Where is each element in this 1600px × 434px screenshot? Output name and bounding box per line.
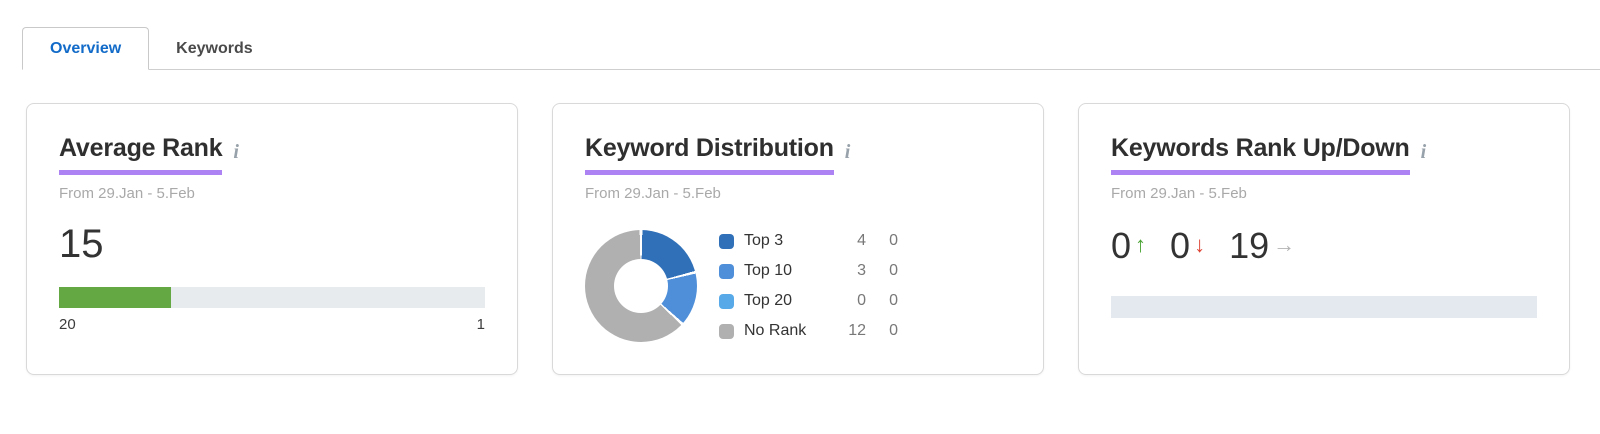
scale-start-label: 20 (59, 316, 76, 333)
tab-overview[interactable]: Overview (22, 27, 150, 70)
legend-change-value: 0 (889, 292, 898, 309)
keyword-distribution-legend: Top 3 4 0 Top 10 3 0 Top 20 0 0 No Rank 12 0 (719, 226, 898, 346)
legend-item-top-10[interactable]: Top 10 3 0 (719, 256, 898, 286)
stat-value: 19 (1229, 225, 1270, 266)
legend-value: 12 (848, 322, 866, 339)
info-icon[interactable]: i (844, 141, 851, 163)
stat-rank-up: 0 ↑ (1111, 228, 1146, 264)
average-rank-bar-track (59, 287, 485, 308)
rank-change-stats: 0 ↑ 0 ↓ 19 → (1111, 228, 1537, 264)
legend-swatch-icon (719, 233, 734, 249)
keyword-distribution-title[interactable]: Keyword Distribution (585, 134, 834, 175)
legend-label: No Rank (744, 322, 807, 339)
tab-keywords[interactable]: Keywords (176, 40, 253, 57)
keywords-rank-updown-card: Keywords Rank Up/Down i From 29.Jan - 5.… (1078, 103, 1570, 375)
keywords-rank-updown-title-row: Keywords Rank Up/Down i (1111, 134, 1537, 175)
legend-item-top-20[interactable]: Top 20 0 0 (719, 286, 898, 316)
legend-value: 4 (857, 232, 866, 249)
up-arrow-icon: ↑ (1135, 232, 1147, 257)
legend-item-top-3[interactable]: Top 3 4 0 (719, 226, 898, 256)
average-rank-title[interactable]: Average Rank (59, 134, 223, 175)
info-icon[interactable]: i (233, 141, 239, 163)
average-rank-title-row: Average Rank i (59, 134, 485, 175)
rank-change-bar (1111, 296, 1537, 318)
average-rank-bar-fill (59, 287, 172, 308)
stat-rank-unchanged: 19 → (1229, 228, 1295, 264)
average-rank-value: 15 (59, 222, 104, 266)
keyword-distribution-title-row: Keyword Distribution i (585, 134, 1011, 175)
tab-bar: Overview Keywords (22, 27, 1600, 70)
legend-label: Top 10 (744, 262, 793, 279)
legend-change-value: 0 (889, 232, 898, 249)
keyword-distribution-date-range: From 29.Jan - 5.Feb (585, 185, 721, 202)
keywords-rank-updown-date-range: From 29.Jan - 5.Feb (1111, 185, 1247, 202)
legend-swatch-icon (719, 323, 734, 339)
keyword-distribution-body: Top 3 4 0 Top 10 3 0 Top 20 0 0 No Rank 12 0 (585, 226, 1011, 346)
legend-item-no-rank[interactable]: No Rank 12 0 (719, 316, 898, 346)
average-rank-date-range: From 29.Jan - 5.Feb (59, 185, 195, 202)
scale-end-label: 1 (476, 316, 485, 333)
legend-swatch-icon (719, 263, 734, 279)
stat-value: 0 (1170, 225, 1191, 266)
keyword-distribution-card: Keyword Distribution i From 29.Jan - 5.F… (552, 103, 1044, 375)
cards-row: Average Rank i From 29.Jan - 5.Feb 15 20… (0, 70, 1600, 375)
legend-value: 3 (857, 262, 866, 279)
legend-change-value: 0 (889, 262, 898, 279)
legend-change-value: 0 (889, 322, 898, 339)
legend-swatch-icon (719, 293, 734, 309)
info-icon[interactable]: i (1420, 141, 1427, 163)
keyword-distribution-donut-chart[interactable] (585, 230, 697, 342)
unchanged-arrow-icon: → (1273, 232, 1296, 257)
keywords-rank-updown-title[interactable]: Keywords Rank Up/Down (1111, 134, 1410, 175)
donut-hole (614, 259, 668, 313)
average-rank-scale: 20 1 (59, 316, 485, 333)
legend-label: Top 20 (744, 292, 793, 309)
stat-rank-down: 0 ↓ (1170, 228, 1205, 264)
legend-label: Top 3 (744, 232, 784, 249)
legend-value: 0 (857, 292, 866, 309)
down-arrow-icon: ↓ (1194, 232, 1206, 257)
average-rank-card: Average Rank i From 29.Jan - 5.Feb 15 20… (26, 103, 518, 375)
stat-value: 0 (1111, 225, 1132, 266)
